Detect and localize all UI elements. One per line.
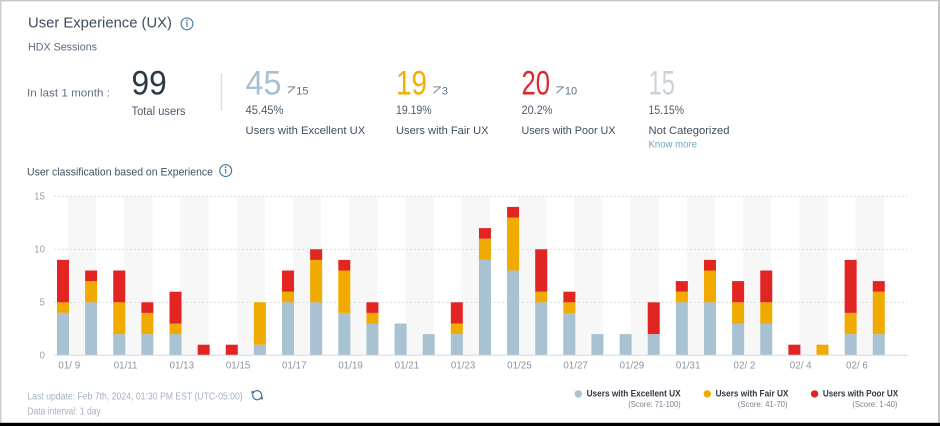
- svg-text:01/15: 01/15: [226, 361, 251, 372]
- svg-text:02/ 2: 02/ 2: [734, 361, 756, 372]
- svg-text:User classification based on E: User classification based on Experience: [27, 167, 213, 179]
- svg-text:Total users: Total users: [132, 106, 186, 118]
- svg-text:10: 10: [34, 245, 45, 256]
- svg-text:0: 0: [40, 351, 46, 362]
- svg-text:15: 15: [649, 65, 676, 103]
- svg-text:01/21: 01/21: [395, 361, 420, 372]
- svg-text:01/ 9: 01/ 9: [58, 361, 80, 372]
- svg-text:Users with Excellent UX: Users with Excellent UX: [587, 389, 681, 399]
- svg-text:Users with Excellent UX: Users with Excellent UX: [246, 125, 366, 137]
- svg-text:02/ 6: 02/ 6: [846, 361, 868, 372]
- svg-text:01/23: 01/23: [451, 361, 476, 372]
- svg-text:Data interval: 1 day: Data interval: 1 day: [27, 407, 100, 418]
- svg-text:99: 99: [132, 65, 167, 103]
- svg-text:01/17: 01/17: [282, 361, 307, 372]
- svg-text:01/31: 01/31: [676, 361, 701, 372]
- svg-text:Users with Fair UX: Users with Fair UX: [716, 389, 789, 399]
- svg-text:02/ 4: 02/ 4: [790, 361, 812, 372]
- svg-text:01/11: 01/11: [114, 361, 138, 372]
- svg-text:User Experience (UX): User Experience (UX): [28, 15, 172, 32]
- svg-text:19: 19: [396, 65, 427, 103]
- svg-text:10: 10: [565, 85, 577, 97]
- svg-text:01/25: 01/25: [507, 361, 532, 372]
- svg-text:3: 3: [442, 85, 448, 97]
- svg-text:Know more: Know more: [649, 138, 698, 150]
- svg-text:15.15%: 15.15%: [649, 103, 685, 117]
- svg-text:15: 15: [296, 85, 308, 97]
- svg-text:(Score: 71-100): (Score: 71-100): [628, 400, 681, 409]
- svg-text:01/27: 01/27: [563, 361, 588, 372]
- svg-text:20.2%: 20.2%: [522, 103, 553, 117]
- svg-text:19.19%: 19.19%: [396, 103, 432, 117]
- svg-text:20: 20: [522, 65, 551, 103]
- svg-text:(Score: 1-40): (Score: 1-40): [852, 400, 897, 409]
- svg-text:45.45%: 45.45%: [246, 103, 284, 117]
- svg-text:HDX Sessions: HDX Sessions: [28, 42, 97, 54]
- svg-text:01/19: 01/19: [338, 361, 363, 372]
- svg-text:01/29: 01/29: [620, 361, 645, 372]
- svg-text:Users with Poor UX: Users with Poor UX: [522, 125, 617, 137]
- svg-text:15: 15: [34, 192, 45, 203]
- svg-text:In last 1 month :: In last 1 month :: [27, 87, 110, 99]
- svg-text:5: 5: [40, 298, 46, 309]
- svg-text:(Score: 41-70): (Score: 41-70): [738, 400, 788, 409]
- svg-text:Not Categorized: Not Categorized: [649, 125, 730, 137]
- svg-text:Last update: Feb 7th, 2024, 01: Last update: Feb 7th, 2024, 01:30 PM EST…: [27, 391, 242, 402]
- svg-text:45: 45: [246, 65, 282, 103]
- svg-text:01/13: 01/13: [170, 361, 195, 372]
- svg-text:Users with Poor UX: Users with Poor UX: [823, 389, 898, 399]
- svg-text:Users with Fair UX: Users with Fair UX: [396, 125, 489, 137]
